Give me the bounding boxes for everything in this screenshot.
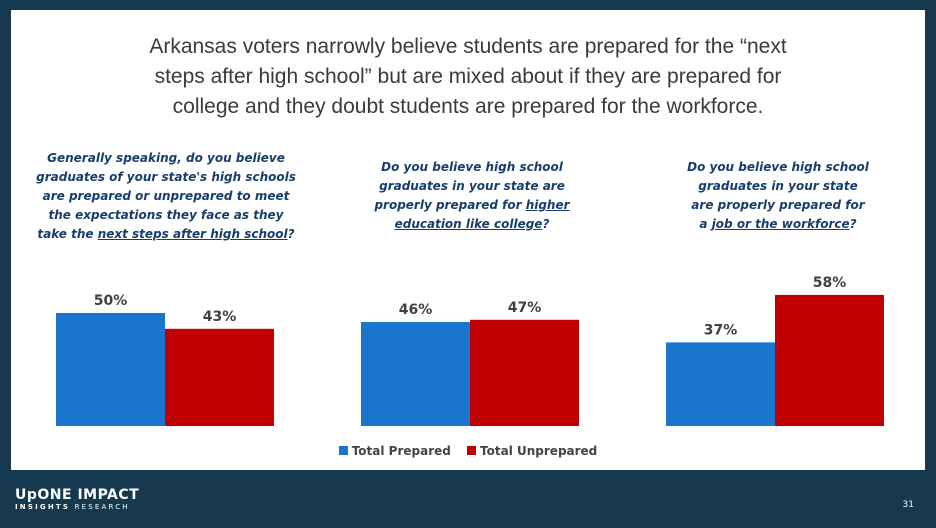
- title-line: college and they doubt students are prep…: [172, 95, 764, 118]
- question-line: Do you believe high school: [381, 160, 563, 174]
- logo-subtitle-rest: RESEARCH: [70, 503, 130, 511]
- title-line: steps after high school” but are mixed a…: [154, 65, 782, 88]
- slide: Arkansas voters narrowly believe student…: [11, 10, 925, 470]
- question-text: a: [699, 217, 712, 231]
- bar-chart2-prepared: [361, 322, 470, 426]
- title-line: Arkansas voters narrowly believe student…: [149, 35, 787, 58]
- bar-charts: 50% 43% 46% 47% 37% 58%: [56, 275, 884, 426]
- bar-chart2-unprepared: [470, 319, 579, 426]
- logo-wordmark: UpONE IMPACT: [15, 487, 140, 503]
- question-underline: higher: [525, 198, 570, 212]
- page-number: 31: [902, 500, 914, 510]
- upone-impact-logo: UpONE IMPACT INSIGHTS RESEARCH: [15, 487, 139, 512]
- question-underline: education like college: [394, 217, 543, 231]
- question-line: Do you believe high school: [687, 160, 869, 174]
- question-text: ?: [849, 217, 857, 231]
- bar-chart1-prepared: [56, 313, 165, 426]
- question-2: Do you believe high school graduates in …: [317, 158, 627, 234]
- question-line: education like college?: [317, 215, 627, 234]
- data-label-chart3-unprepared: 58%: [813, 275, 847, 291]
- bar-chart3-unprepared: [775, 294, 884, 426]
- question-line: graduates in your state are: [379, 179, 565, 193]
- question-underline: job or the workforce: [711, 217, 850, 231]
- logo-subtitle-bold: INSIGHTS: [15, 503, 71, 511]
- data-label-chart1-unprepared: 43%: [203, 309, 237, 325]
- question-line: are properly prepared for: [691, 198, 865, 212]
- data-label-chart2-prepared: 46%: [399, 302, 433, 318]
- question-line: take the next steps after high school?: [11, 225, 321, 244]
- question-line: are prepared or unprepared to meet: [42, 189, 290, 203]
- question-line: Generally speaking, do you believe: [47, 151, 285, 165]
- data-label-chart1-prepared: 50%: [94, 293, 128, 309]
- legend-label: Total Unprepared: [480, 444, 598, 458]
- legend-swatch-prepared: [338, 446, 348, 455]
- question-1: Generally speaking, do you believe gradu…: [11, 149, 321, 244]
- question-line: the expectations they face as they: [48, 208, 284, 222]
- question-line: properly prepared for higher: [317, 196, 627, 215]
- question-text: properly prepared for: [374, 198, 526, 212]
- logo-subtitle: INSIGHTS RESEARCH: [15, 503, 139, 512]
- bar-chart3-prepared: [666, 342, 775, 426]
- bar-chart1-unprepared: [165, 328, 274, 426]
- legend-item-unprepared: Total Unprepared: [467, 444, 597, 458]
- data-label-chart2-unprepared: 47%: [508, 300, 542, 316]
- question-line: graduates in your state: [698, 179, 858, 193]
- question-text: take the: [37, 227, 98, 241]
- question-line: a job or the workforce?: [623, 215, 933, 234]
- question-text: ?: [542, 217, 550, 231]
- legend-label: Total Prepared: [351, 444, 451, 458]
- data-label-chart3-prepared: 37%: [704, 322, 738, 338]
- legend: Total Prepared Total Unprepared: [11, 444, 925, 458]
- question-text: ?: [287, 227, 295, 241]
- slide-title: Arkansas voters narrowly believe student…: [11, 32, 925, 122]
- question-line: graduates of your state's high schools: [36, 170, 296, 184]
- legend-item-prepared: Total Prepared: [338, 444, 451, 458]
- question-underline: next steps after high school: [97, 227, 288, 241]
- question-3: Do you believe high school graduates in …: [623, 158, 933, 234]
- legend-swatch-unprepared: [467, 446, 477, 455]
